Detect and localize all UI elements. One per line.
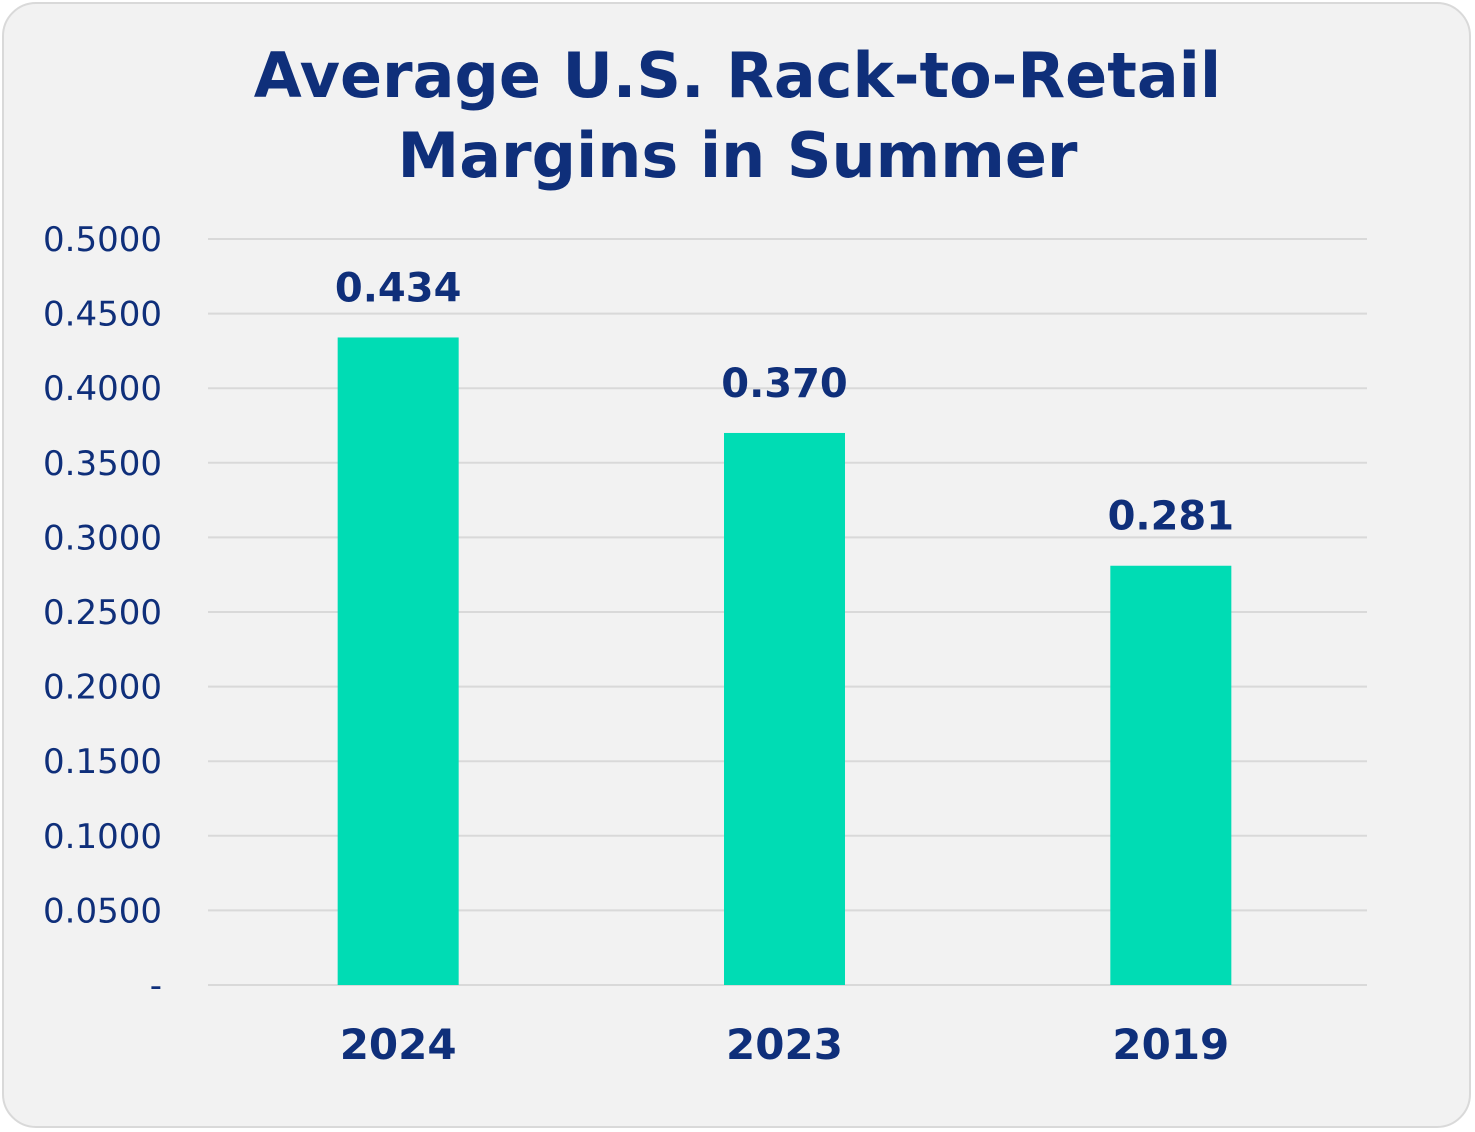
chart-title-line-2: Margins in Summer <box>397 119 1078 192</box>
y-tick-label: 0.4500 <box>43 295 162 335</box>
data-label-2023: 0.370 <box>721 361 848 407</box>
y-tick-label: 0.1000 <box>43 817 162 857</box>
y-tick-label: 0.3500 <box>43 444 162 484</box>
bar-2019 <box>1110 565 1232 985</box>
bars <box>337 337 1232 986</box>
bar-2023 <box>724 432 845 986</box>
x-axis-ticks: 2024 2023 2019 <box>340 1020 1230 1069</box>
chart-title: Average U.S. Rack-to-Retail Margins in S… <box>0 36 1475 196</box>
y-tick-label: 0.3000 <box>43 518 162 558</box>
y-tick-label: 0.5000 <box>43 220 162 260</box>
y-tick-label: - <box>150 966 162 1006</box>
x-tick-label-2023: 2023 <box>726 1020 843 1069</box>
data-labels: 0.434 0.370 0.281 <box>335 265 1234 539</box>
bar-2024 <box>337 337 459 985</box>
y-tick-label: 0.0500 <box>43 891 162 931</box>
data-label-2019: 0.281 <box>1108 494 1235 540</box>
y-tick-label: 0.2000 <box>43 668 162 708</box>
y-tick-label: 0.2500 <box>43 593 162 633</box>
x-tick-label-2019: 2019 <box>1112 1020 1229 1069</box>
chart-title-line-1: Average U.S. Rack-to-Retail <box>253 39 1222 112</box>
y-tick-label: 0.4000 <box>43 369 162 409</box>
x-tick-label-2024: 2024 <box>340 1020 457 1069</box>
data-label-2024: 0.434 <box>335 265 462 311</box>
y-tick-label: 0.1500 <box>43 742 162 782</box>
y-axis-ticks: - 0.0500 0.1000 0.1500 0.2000 0.2500 0.3000 0.3… <box>43 220 162 1006</box>
